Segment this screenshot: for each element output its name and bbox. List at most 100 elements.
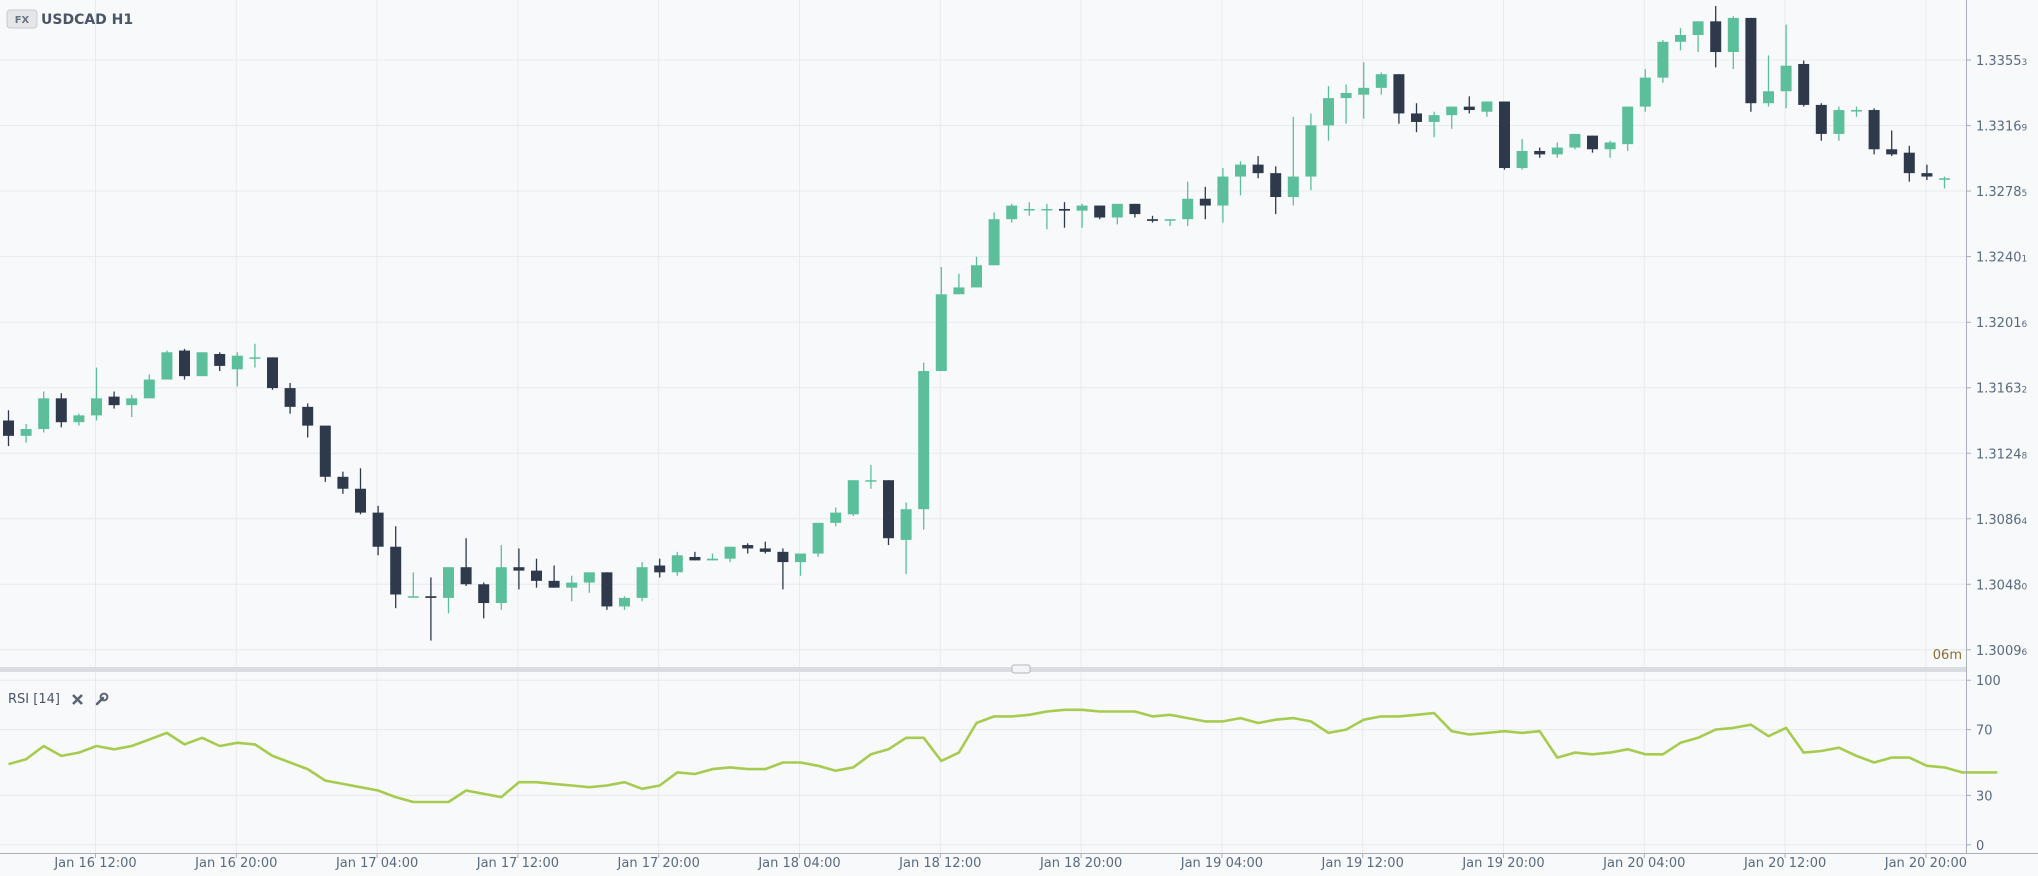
candle-body-bull [1217,176,1229,206]
candle [689,551,701,561]
candle [935,266,947,372]
candle [1745,17,1757,112]
candle [1587,135,1598,153]
candle [460,538,472,586]
price-tick-label-digit: 4 [2022,517,2028,527]
candle [531,558,542,588]
candle [724,546,736,563]
candle [795,553,806,576]
price-tick-label: 1.32785 [1976,185,2027,200]
candle [355,468,366,515]
candle-body-bear [742,545,754,549]
candle-body-bull [1639,77,1651,107]
candle-body-bear [337,476,349,489]
candle-body-bear [1815,104,1827,134]
candle [478,582,490,619]
rsi-axis[interactable]: 0 30 70 100 [1966,674,2001,854]
candle [1305,113,1317,191]
price-axis[interactable]: 1.30096 1.30480 1.30864 1.31248 1.31632 1.320… [1966,54,2028,659]
rsi-tick-label: 0 [1976,839,1984,854]
candle [1041,203,1053,230]
candle-body-bull [1164,219,1176,221]
price-tick-label-digit: 1 [2022,255,2028,265]
candle-body-bull [1287,176,1299,198]
wrench-icon[interactable] [95,692,109,706]
candle [1463,96,1475,114]
candle-body-bear [601,572,613,607]
candle-body-bull [583,572,595,583]
candle-body-bull [1182,198,1194,220]
candle [302,403,314,438]
candle-body-bull [1340,92,1352,99]
candle [1903,145,1915,182]
indicator-header: RSI [14] [8,692,109,707]
candle [1516,139,1528,170]
candle-body-bull [1727,17,1739,53]
candle-body-bull [1235,164,1246,177]
candle [1551,142,1563,158]
candle-body-bear [883,480,894,539]
candle [1235,161,1246,196]
pane-separator[interactable] [0,667,1966,672]
candle-body-bear [319,425,331,477]
candle [1569,133,1581,150]
candle-body-bull [1604,142,1616,150]
candle [671,551,683,576]
candle [1006,203,1018,223]
candle-body-bull [1323,98,1334,126]
rsi-plot [8,708,1998,804]
candle-body-bear [267,357,278,389]
rsi-tick-label: 70 [1976,724,1993,739]
candle-body-bull [161,352,173,380]
candle [883,480,894,546]
candle [742,543,754,554]
candle-body-bear [548,580,560,588]
candle [495,545,507,610]
candle-body-bear [1587,135,1598,150]
candle [1921,164,1933,180]
rsi-tick-label: 100 [1976,674,2001,689]
candle-body-bear [1710,21,1722,53]
candle [38,391,50,433]
candle [1851,106,1862,117]
candle [267,357,278,390]
candle-body-bear [1921,173,1933,177]
candle [636,562,648,602]
candle [20,423,32,443]
pane-resize-handle[interactable] [1011,664,1031,674]
close-icon[interactable] [72,694,83,705]
candles [3,5,1950,641]
candle-body-bull [566,582,578,588]
time-tick-label: Jan 18 20:00 [1039,856,1122,871]
candle [1639,69,1651,112]
candle [1710,5,1722,68]
candle [1147,215,1158,223]
candle-body-bull [812,522,824,554]
candle-body-bull [20,429,32,436]
candle [3,410,14,447]
candle [847,480,859,517]
candle-body-bull [126,398,138,406]
candle [55,393,67,428]
candle-body-bull [830,512,842,523]
candle [1692,21,1704,53]
price-grid [0,0,1966,667]
indicator-label: RSI [14] [8,692,60,707]
candle [91,367,102,421]
time-tick-label: Jan 17 12:00 [476,856,559,871]
candle-body-bull [865,480,877,482]
candle-body-bull [1939,178,1950,180]
candle-body-bull [1111,203,1123,218]
candle-body-bear [108,396,120,406]
price-tick-label: 1.31248 [1976,447,2028,462]
candle-body-bull [636,567,648,598]
candle [1164,219,1176,227]
candle [126,394,138,418]
candle [953,273,965,295]
candle [1763,55,1774,107]
candle-body-bull [38,398,50,430]
candle [1094,205,1106,220]
candle [1428,111,1440,138]
time-axis[interactable]: Jan 16 12:00 Jan 16 20:00 Jan 17 04:00 Jan … [53,853,1967,871]
